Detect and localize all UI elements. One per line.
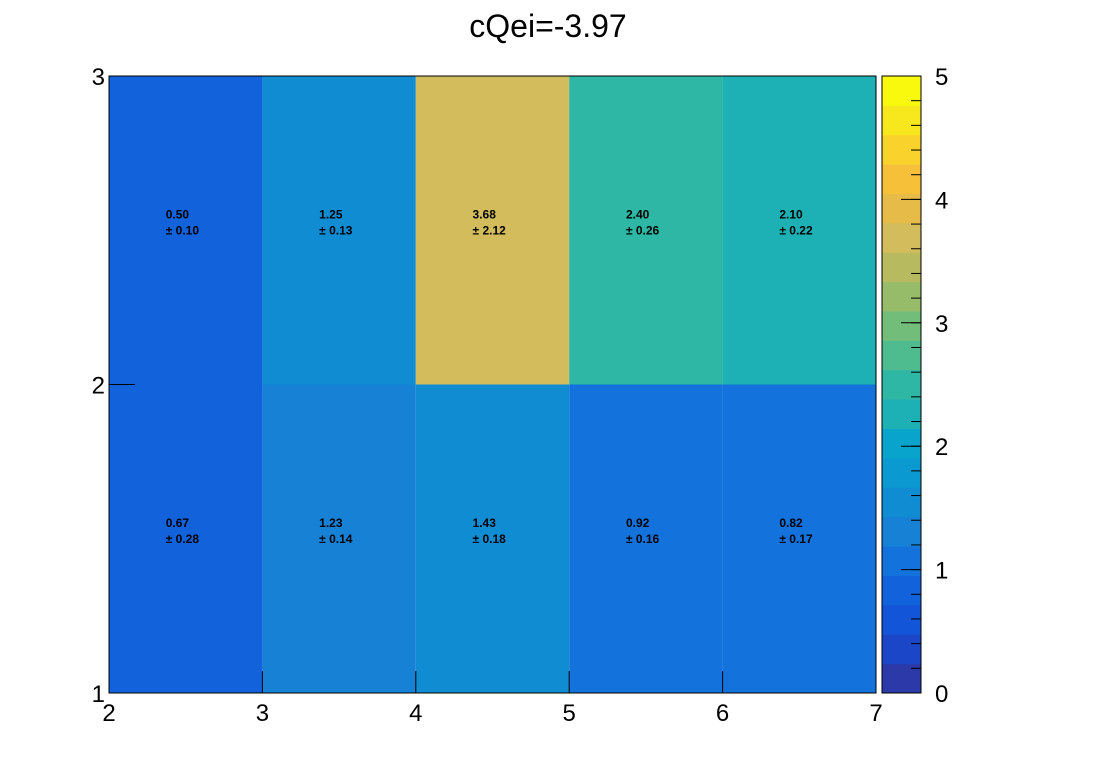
colorbar-segment: [882, 222, 921, 253]
cell-value-label: 1.23: [319, 516, 343, 530]
cell-value-label: 0.50: [166, 207, 190, 221]
colorbar-segment: [882, 193, 921, 224]
cell-value-label: 1.43: [473, 516, 497, 530]
colorbar-segment: [882, 399, 921, 430]
cell-value-label: 2.40: [626, 207, 650, 221]
cell-error-label: ± 0.17: [779, 532, 813, 546]
cell-error-label: ± 0.28: [166, 532, 200, 546]
cell-value-label: 1.25: [319, 207, 343, 221]
x-tick-label: 4: [409, 700, 422, 727]
colorbar-segment: [882, 428, 921, 459]
colorbar-segment: [882, 105, 921, 136]
cell-error-label: ± 0.22: [779, 223, 813, 237]
cell-value-label: 0.92: [626, 516, 650, 530]
colorbar-segment: [882, 575, 921, 606]
colorbar-segment: [882, 311, 921, 341]
x-tick-label: 2: [102, 700, 115, 727]
cell-error-label: ± 2.12: [473, 223, 507, 237]
color-scale-bar: 0 1 2 3 4 5: [881, 64, 948, 708]
colorbar-tick-label: 3: [935, 311, 948, 338]
colorbar-segment: [882, 369, 921, 400]
y-tick-label: 3: [92, 64, 105, 91]
cell-value-label: 3.68: [473, 207, 497, 221]
heatmap-cell: [415, 76, 570, 385]
colorbar-tick-label: 2: [935, 434, 948, 461]
heatmap-cell: [109, 384, 263, 693]
heatmap-cell: [109, 76, 263, 385]
heatmap-cell: [722, 76, 876, 385]
colorbar-segment: [882, 516, 921, 547]
colorbar-segment: [882, 634, 921, 665]
colorbar-tick-label: 5: [935, 64, 948, 91]
cell-error-label: ± 0.14: [319, 532, 353, 546]
heatmap-cell: [569, 76, 723, 385]
colorbar-segment: [882, 457, 921, 488]
heatmap-cell: [262, 76, 416, 385]
colorbar-segment: [882, 164, 921, 195]
heatmap-cells: 0.50 ± 0.10 1.25 ± 0.13 3.68 ± 2.12 2.40 ± 0.26…: [109, 76, 876, 693]
colorbar-segment: [882, 604, 921, 635]
heatmap-cell: [569, 384, 723, 693]
x-tick-label: 7: [869, 700, 882, 727]
colorbar-segment: [882, 487, 921, 518]
cell-value-label: 2.10: [779, 207, 803, 221]
colorbar-segment: [882, 252, 921, 283]
colorbar-segment: [882, 546, 921, 576]
cell-error-label: ± 0.10: [166, 223, 200, 237]
y-tick-label: 2: [92, 373, 105, 400]
x-tick-label: 3: [256, 700, 269, 727]
x-tick-label: 6: [716, 700, 729, 727]
cell-error-label: ± 0.13: [319, 223, 353, 237]
colorbar-segment: [882, 281, 921, 312]
colorbar-segment: [882, 340, 921, 371]
chart-title: cQei=-3.97: [469, 8, 627, 44]
y-axis: 1 2 3: [92, 64, 135, 708]
heatmap-cell: [262, 384, 416, 693]
colorbar-tick-label: 0: [935, 681, 948, 708]
colorbar-segment: [882, 76, 921, 106]
cell-value-label: 0.82: [779, 516, 803, 530]
cell-error-label: ± 0.18: [473, 532, 507, 546]
cell-value-label: 0.67: [166, 516, 190, 530]
x-tick-label: 5: [563, 700, 576, 727]
cell-error-label: ± 0.16: [626, 532, 660, 546]
colorbar-tick-label: 1: [935, 558, 948, 585]
colorbar-tick-label: 4: [935, 187, 948, 214]
cell-error-label: ± 0.26: [626, 223, 660, 237]
x-axis: 2 3 4 5 6 7: [102, 671, 883, 727]
y-tick-label: 1: [92, 681, 105, 708]
heatmap-cell: [722, 384, 876, 693]
heatmap-cell: [415, 384, 570, 693]
